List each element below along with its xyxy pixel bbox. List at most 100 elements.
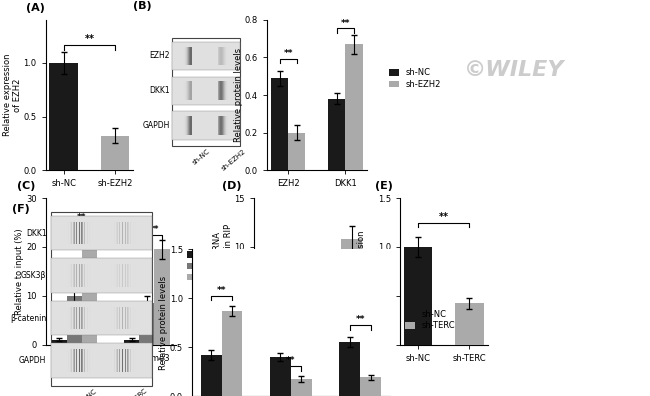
Text: ©WILEY: ©WILEY	[464, 61, 565, 80]
Bar	[77, 222, 79, 244]
Bar	[172, 111, 240, 140]
Y-axis label: Relative TERC RNA
expression level in RIP: Relative TERC RNA expression level in RI…	[213, 224, 233, 319]
Bar	[109, 265, 110, 287]
Bar	[70, 349, 71, 371]
Bar	[120, 349, 122, 371]
Bar	[125, 307, 126, 329]
Bar	[122, 265, 123, 287]
Text: (E): (E)	[375, 181, 393, 191]
Bar	[70, 265, 71, 287]
Legend: sh-NC, sh-TERC: sh-NC, sh-TERC	[404, 309, 456, 331]
Bar	[341, 239, 362, 345]
Bar	[125, 349, 126, 371]
Bar	[259, 335, 280, 345]
Bar	[87, 349, 88, 371]
Bar	[65, 265, 66, 287]
Bar	[88, 349, 90, 371]
Bar	[90, 307, 91, 329]
Bar	[131, 307, 133, 329]
Bar	[84, 222, 85, 244]
Bar	[124, 307, 125, 329]
Text: **: **	[285, 262, 294, 271]
Bar	[79, 349, 80, 371]
Bar	[271, 78, 288, 170]
Text: **: **	[217, 286, 226, 295]
Bar	[119, 222, 120, 244]
Bar	[125, 265, 126, 287]
Bar	[101, 136, 129, 170]
Bar	[51, 216, 151, 250]
Bar	[92, 265, 93, 287]
Text: (F): (F)	[12, 204, 30, 214]
Bar	[360, 377, 381, 396]
Bar	[339, 342, 360, 396]
Bar	[109, 222, 110, 244]
Text: DKK1: DKK1	[149, 86, 170, 95]
Bar	[77, 349, 79, 371]
Text: **: **	[84, 34, 94, 44]
Bar	[404, 247, 432, 345]
Bar	[108, 222, 109, 244]
Bar	[88, 222, 90, 244]
Bar	[67, 296, 82, 345]
Bar	[79, 265, 80, 287]
Bar	[114, 307, 115, 329]
Bar	[77, 307, 79, 329]
Bar	[291, 379, 311, 396]
Bar	[131, 222, 133, 244]
Bar	[87, 265, 88, 287]
Bar	[79, 222, 80, 244]
Bar	[172, 42, 240, 70]
Bar	[201, 355, 222, 396]
Legend: sh-NC, sh-EZH2: sh-NC, sh-EZH2	[387, 68, 441, 89]
Bar	[288, 133, 305, 170]
Bar	[135, 222, 136, 244]
Bar	[112, 265, 114, 287]
Legend: IgG, sh-NC, sh-TERC: IgG, sh-NC, sh-TERC	[186, 249, 233, 282]
Bar	[119, 307, 120, 329]
Bar	[135, 307, 136, 329]
Bar	[92, 307, 93, 329]
Text: DKK1: DKK1	[26, 228, 47, 238]
Text: **: **	[439, 212, 448, 222]
Text: (A): (A)	[26, 3, 45, 13]
Bar	[130, 222, 131, 244]
Bar	[222, 311, 242, 396]
Bar	[65, 349, 66, 371]
Bar	[114, 222, 115, 244]
Bar	[114, 349, 115, 371]
Bar	[84, 265, 85, 287]
Bar	[70, 222, 71, 244]
Bar	[135, 265, 136, 287]
Bar	[90, 349, 91, 371]
Bar	[122, 222, 123, 244]
Bar	[51, 301, 151, 335]
Text: **: **	[356, 315, 365, 324]
Text: β-catenin: β-catenin	[10, 314, 47, 322]
Bar	[124, 349, 125, 371]
Bar	[154, 249, 170, 345]
Bar	[108, 265, 109, 287]
Bar	[111, 222, 112, 244]
Y-axis label: Relative expression
of TERC: Relative expression of TERC	[357, 230, 376, 312]
Text: **: **	[150, 225, 159, 234]
Text: GAPDH: GAPDH	[142, 121, 170, 130]
Bar	[130, 265, 131, 287]
Bar	[66, 222, 68, 244]
Y-axis label: Relative protein levels: Relative protein levels	[234, 48, 243, 142]
Bar	[87, 307, 88, 329]
Bar	[81, 222, 82, 244]
Text: GAPDH: GAPDH	[19, 356, 47, 365]
Bar	[114, 265, 115, 287]
Bar	[92, 349, 93, 371]
Text: GSK3β: GSK3β	[21, 271, 47, 280]
Bar	[68, 307, 69, 329]
Text: sh-TERC: sh-TERC	[124, 388, 148, 396]
Bar	[81, 349, 82, 371]
Text: **: **	[77, 213, 86, 222]
Bar	[79, 307, 80, 329]
Bar	[88, 265, 90, 287]
Bar	[81, 307, 82, 329]
Bar	[68, 222, 69, 244]
Bar	[70, 307, 71, 329]
